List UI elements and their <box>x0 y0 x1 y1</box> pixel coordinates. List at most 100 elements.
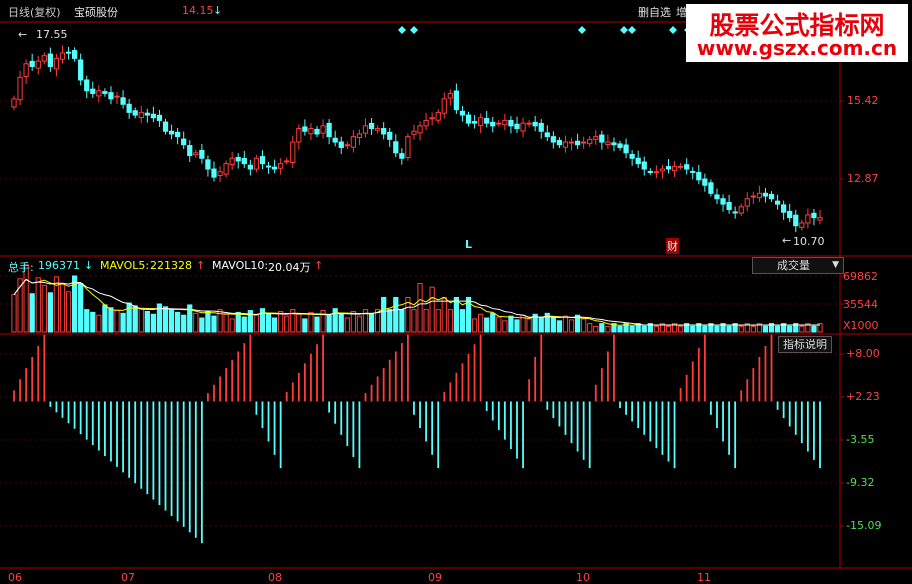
volume-bar <box>702 325 708 333</box>
indicator-bar <box>516 401 518 459</box>
volume-bar <box>235 311 241 333</box>
candle-body <box>290 141 296 164</box>
indicator-bar <box>455 372 458 402</box>
indicator-bar <box>503 401 506 440</box>
indicator-bar <box>552 401 555 419</box>
candle-body <box>587 138 593 145</box>
ind-tick-4: -9.32 <box>846 476 875 489</box>
volume-bar <box>417 282 423 333</box>
volume-bar <box>562 315 569 333</box>
indicator-bar <box>479 334 482 402</box>
indicator-bar <box>285 391 288 402</box>
indicator-bar <box>79 401 82 435</box>
indicator-bar <box>358 401 361 469</box>
volume-bar <box>665 325 672 333</box>
total-volume-label: 总手: <box>8 261 34 274</box>
candle-body <box>635 157 641 165</box>
indicator-bar <box>322 334 324 402</box>
volume-tick-2: 35544 <box>843 298 878 311</box>
candlestick-series <box>11 45 823 233</box>
indicator-bar <box>540 334 543 402</box>
indicator-bar <box>576 401 579 452</box>
indicator-bar <box>213 384 215 402</box>
candle-body <box>708 182 714 194</box>
indicator-bar <box>473 344 476 402</box>
remove-watchlist-button[interactable]: 删自选 <box>638 6 671 19</box>
indicator-bar <box>352 401 355 458</box>
indicator-bar <box>273 401 276 455</box>
indicator-bar <box>13 390 15 402</box>
indicator-bar <box>776 401 779 410</box>
volume-bar <box>368 313 375 333</box>
candle-body <box>744 198 750 207</box>
indicator-bar <box>728 401 730 455</box>
volume-bar <box>114 310 120 333</box>
ind-tick-3: -3.55 <box>846 433 875 446</box>
volume-bar <box>805 323 811 333</box>
volume-bar <box>574 314 581 333</box>
indicator-bar <box>231 359 234 402</box>
volume-bar <box>71 275 78 333</box>
date-label-08: 08 <box>268 571 282 584</box>
volume-bar <box>720 323 726 333</box>
volume-bar <box>587 323 593 333</box>
candle-body <box>423 119 429 127</box>
add-watchlist-button[interactable]: 增 <box>676 6 687 19</box>
indicator-bar <box>661 401 664 455</box>
candle-body <box>774 200 781 205</box>
volume-bar <box>465 296 472 333</box>
indicator-bar <box>485 401 488 411</box>
mavol10-up-arrow-icon: ↑ <box>314 259 324 272</box>
volume-bar <box>338 312 344 333</box>
low-price-marker: 10.70 <box>793 235 825 248</box>
candle-body <box>562 141 569 148</box>
indicator-bar <box>558 401 561 427</box>
volume-bar <box>374 309 381 333</box>
volume-bar <box>229 318 235 333</box>
candle-body <box>11 98 17 108</box>
indicator-selector-label: 成交量 <box>777 259 810 272</box>
volume-bar <box>599 323 605 333</box>
volume-bar <box>478 313 484 333</box>
volume-bar <box>320 310 326 333</box>
volume-bar <box>35 277 41 333</box>
volume-bar <box>90 311 96 333</box>
candle-body <box>781 204 787 213</box>
indicator-bar <box>461 363 464 402</box>
candle-body <box>181 138 187 146</box>
indicator-help-button[interactable]: 指标说明 <box>778 336 832 353</box>
candle-body <box>435 111 441 121</box>
candle-body <box>805 214 811 224</box>
candle-body <box>490 121 496 127</box>
indicator-bar <box>425 401 427 442</box>
financial-report-marker[interactable]: 财 <box>666 238 679 254</box>
indicator-bar <box>91 401 94 446</box>
candle-body <box>362 125 369 134</box>
indicator-bar <box>437 401 440 469</box>
indicator-bar <box>55 401 58 413</box>
candle-body <box>581 141 587 144</box>
watermark-url: www.gszx.com.cn <box>696 36 898 60</box>
candle-body <box>520 122 526 132</box>
volume-bar <box>768 323 775 333</box>
volume-bar <box>102 304 108 333</box>
volume-bar <box>684 323 690 333</box>
volume-bar <box>108 307 114 333</box>
volume-bar <box>605 325 611 333</box>
indicator-selector[interactable]: 成交量 ▼ <box>752 257 844 274</box>
volume-bar <box>23 264 29 333</box>
volume-bar <box>623 323 629 333</box>
candle-body <box>762 192 769 197</box>
indicator-bar <box>19 379 21 402</box>
volume-bar <box>187 304 193 333</box>
volume-bar <box>168 309 175 333</box>
candle-body <box>568 141 575 144</box>
candle-body <box>387 131 393 140</box>
volume-bar <box>538 317 544 333</box>
candle-body <box>502 119 508 126</box>
indicator-bar <box>158 401 161 506</box>
period-label[interactable]: 日线(复权) <box>8 6 61 19</box>
indicator-bar <box>649 401 652 442</box>
volume-bar <box>11 294 17 333</box>
